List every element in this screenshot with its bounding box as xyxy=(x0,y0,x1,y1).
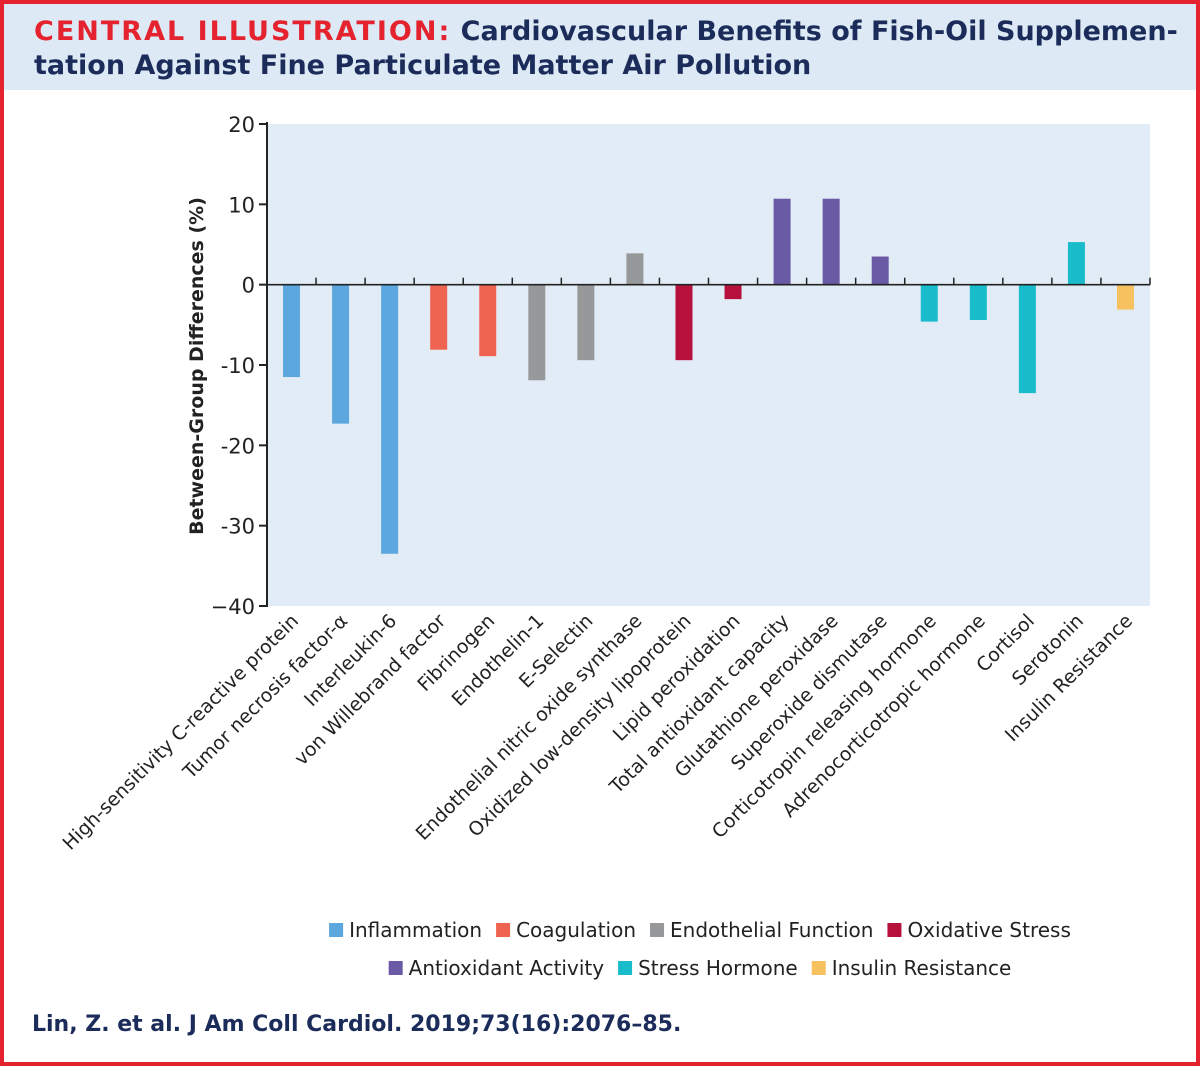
legend-swatch xyxy=(388,961,403,975)
legend-label: Insulin Resistance xyxy=(832,956,1012,980)
legend-label: Endothelial Function xyxy=(670,918,873,942)
legend-swatch xyxy=(811,961,826,975)
y-axis-label: Between-Group Differences (%) xyxy=(186,197,208,535)
bar xyxy=(1116,284,1134,310)
bar xyxy=(1018,284,1036,394)
y-tick-label: −40 xyxy=(211,595,255,619)
legend-swatch xyxy=(496,923,511,937)
legend-swatch xyxy=(887,923,902,937)
bar xyxy=(332,284,350,424)
legend-label: Antioxidant Activity xyxy=(409,956,605,980)
bar xyxy=(969,284,987,321)
y-tick-label: 0 xyxy=(242,274,255,298)
legend-swatch xyxy=(650,923,665,937)
legend-swatch xyxy=(618,961,633,975)
bar xyxy=(920,284,938,322)
legend-swatch xyxy=(329,923,344,937)
title-prefix: CENTRAL ILLUSTRATION: xyxy=(34,16,452,47)
legend-label: Oxidative Stress xyxy=(907,918,1070,942)
legend-label: Inflammation xyxy=(349,918,482,942)
y-tick-label: -20 xyxy=(221,434,255,458)
bar xyxy=(626,253,644,285)
title-text-line2: tation Against Fine Particulate Matter A… xyxy=(34,50,812,81)
page-title: CENTRAL ILLUSTRATION: Cardiovascular Ben… xyxy=(34,16,1178,47)
y-tick-label: -10 xyxy=(221,354,255,378)
bar xyxy=(724,284,742,300)
legend-label: Stress Hormone xyxy=(638,956,798,980)
header-banner: CENTRAL ILLUSTRATION: Cardiovascular Ben… xyxy=(4,4,1196,90)
bar xyxy=(381,284,399,554)
legend-label: Coagulation xyxy=(516,918,636,942)
citation: Lin, Z. et al. J Am Coll Cardiol. 2019;7… xyxy=(32,1012,682,1037)
x-tick-label: High-sensitivity C-reactive protein xyxy=(59,610,304,855)
bar xyxy=(773,198,791,285)
bar xyxy=(479,284,497,357)
title-text-line1: Cardiovascular Benefits of Fish-Oil Supp… xyxy=(460,16,1178,47)
bar xyxy=(430,284,448,350)
y-tick-label: 20 xyxy=(228,113,255,137)
y-tick-label: 10 xyxy=(228,193,255,217)
bar xyxy=(871,256,889,285)
bar xyxy=(577,284,595,361)
bar xyxy=(283,284,301,378)
bar xyxy=(1067,242,1085,285)
y-tick-label: -30 xyxy=(221,515,255,539)
bar xyxy=(675,284,693,361)
bar xyxy=(528,284,546,381)
plot-area xyxy=(267,124,1150,606)
bar xyxy=(822,198,840,285)
legend: Inflammation Coagulation Endothelial Funct… xyxy=(329,918,1071,980)
